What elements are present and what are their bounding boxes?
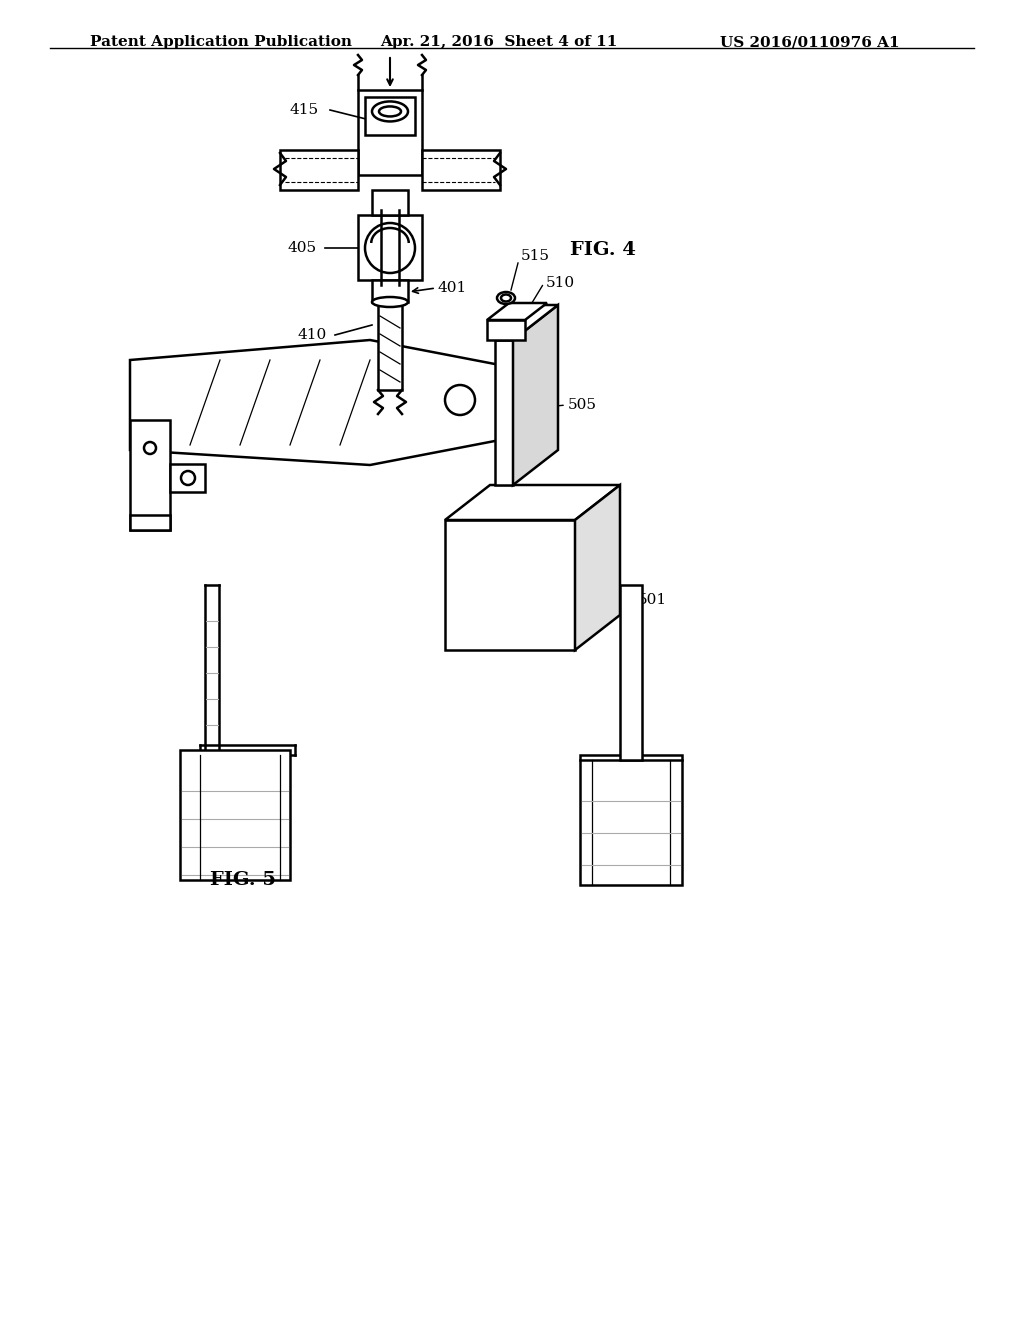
Text: 415: 415 (290, 103, 319, 117)
Text: Apr. 21, 2016  Sheet 4 of 11: Apr. 21, 2016 Sheet 4 of 11 (380, 36, 617, 49)
Text: 410: 410 (298, 327, 328, 342)
Text: Patent Application Publication: Patent Application Publication (90, 36, 352, 49)
Bar (620, 585, 642, 760)
Text: FIG. 5: FIG. 5 (210, 871, 276, 888)
Ellipse shape (501, 294, 511, 301)
Bar (378, 302, 402, 389)
Text: 505: 505 (568, 399, 597, 412)
Ellipse shape (181, 471, 195, 484)
Polygon shape (130, 341, 500, 465)
Bar (170, 465, 205, 492)
Text: 405: 405 (287, 242, 316, 255)
Bar (280, 150, 358, 190)
Bar (422, 150, 500, 190)
Ellipse shape (144, 442, 156, 454)
Bar (487, 319, 525, 341)
Text: 501: 501 (638, 593, 667, 607)
Text: US 2016/0110976 A1: US 2016/0110976 A1 (720, 36, 900, 49)
Bar (358, 90, 422, 176)
Ellipse shape (379, 107, 401, 116)
Bar (358, 215, 422, 280)
Bar (580, 755, 682, 884)
Bar (130, 515, 170, 531)
Bar (372, 190, 408, 215)
Polygon shape (445, 484, 620, 520)
Text: 515: 515 (521, 249, 550, 263)
Bar (180, 750, 290, 880)
Ellipse shape (372, 102, 408, 121)
Bar (365, 96, 415, 135)
Bar (372, 280, 408, 302)
Polygon shape (575, 484, 620, 649)
Ellipse shape (372, 297, 408, 308)
Ellipse shape (497, 292, 515, 304)
Polygon shape (487, 304, 547, 319)
Text: 401: 401 (438, 281, 467, 294)
Bar (445, 520, 575, 649)
Polygon shape (513, 305, 558, 484)
Text: 510: 510 (546, 276, 575, 290)
Bar (130, 420, 170, 531)
Bar (495, 341, 513, 484)
Ellipse shape (445, 385, 475, 414)
Ellipse shape (365, 223, 415, 273)
Polygon shape (495, 305, 558, 341)
Text: FIG. 4: FIG. 4 (570, 242, 636, 259)
